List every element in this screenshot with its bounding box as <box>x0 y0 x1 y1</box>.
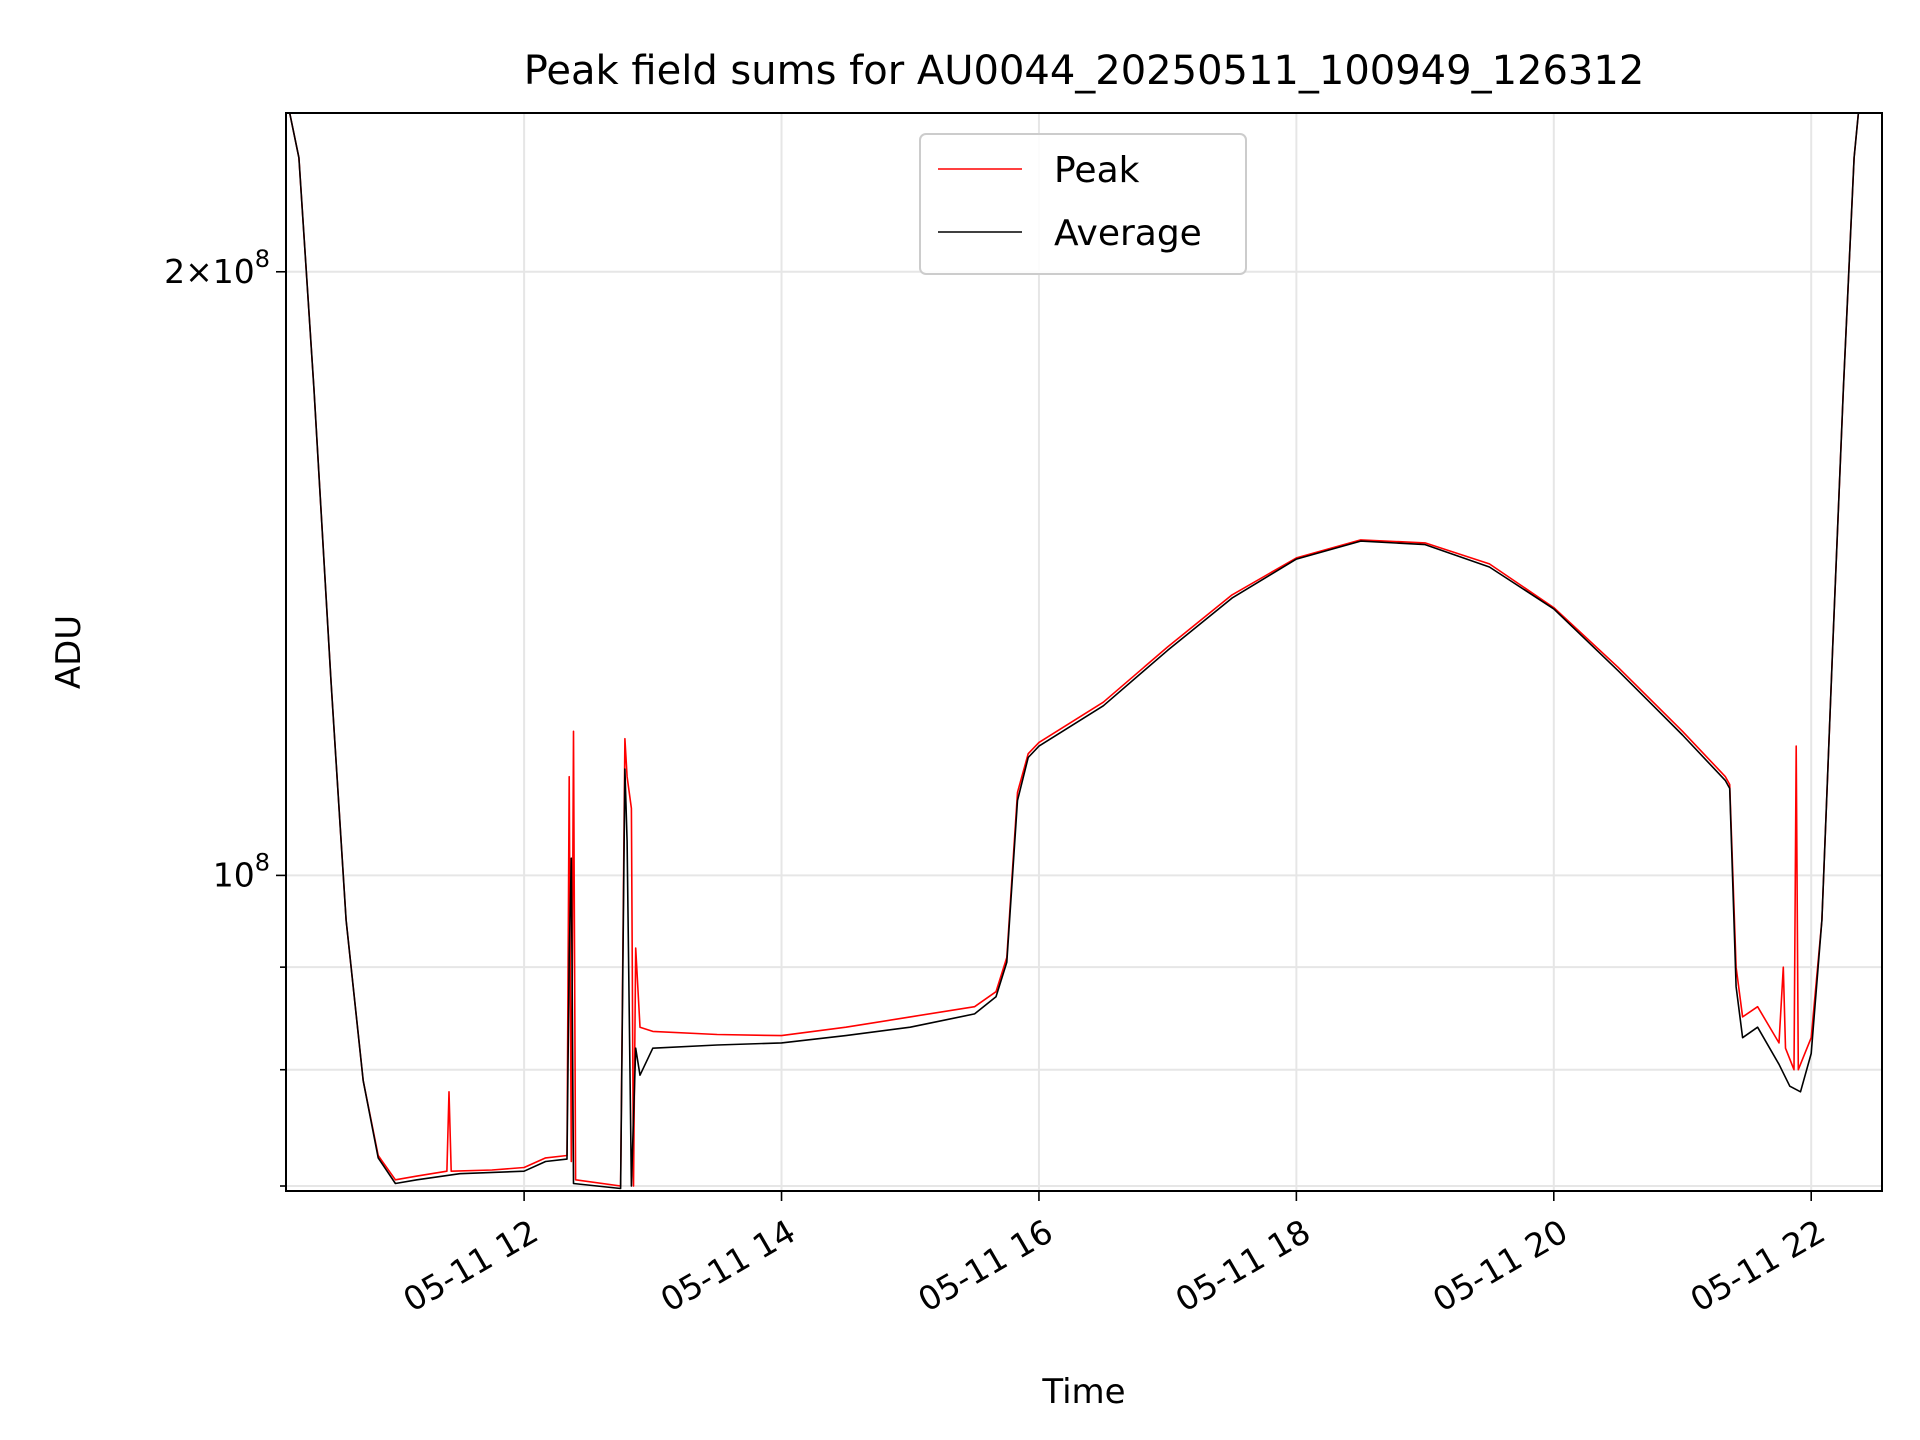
chart-title: Peak field sums for AU0044_20250511_1009… <box>524 48 1645 94</box>
x-axis-label: Time <box>1041 1372 1125 1412</box>
plot-area <box>288 113 1860 1190</box>
axes-frame <box>285 112 1883 1192</box>
legend-label-peak: Peak <box>1054 150 1140 191</box>
legend: Peak Average <box>919 133 1247 275</box>
y-axis-label: ADU <box>49 615 89 689</box>
y-tick-label: 2×108 <box>164 245 270 291</box>
series-line-average <box>288 113 1860 1190</box>
series-line-peak <box>288 113 1860 1187</box>
legend-label-average: Average <box>1054 213 1202 254</box>
